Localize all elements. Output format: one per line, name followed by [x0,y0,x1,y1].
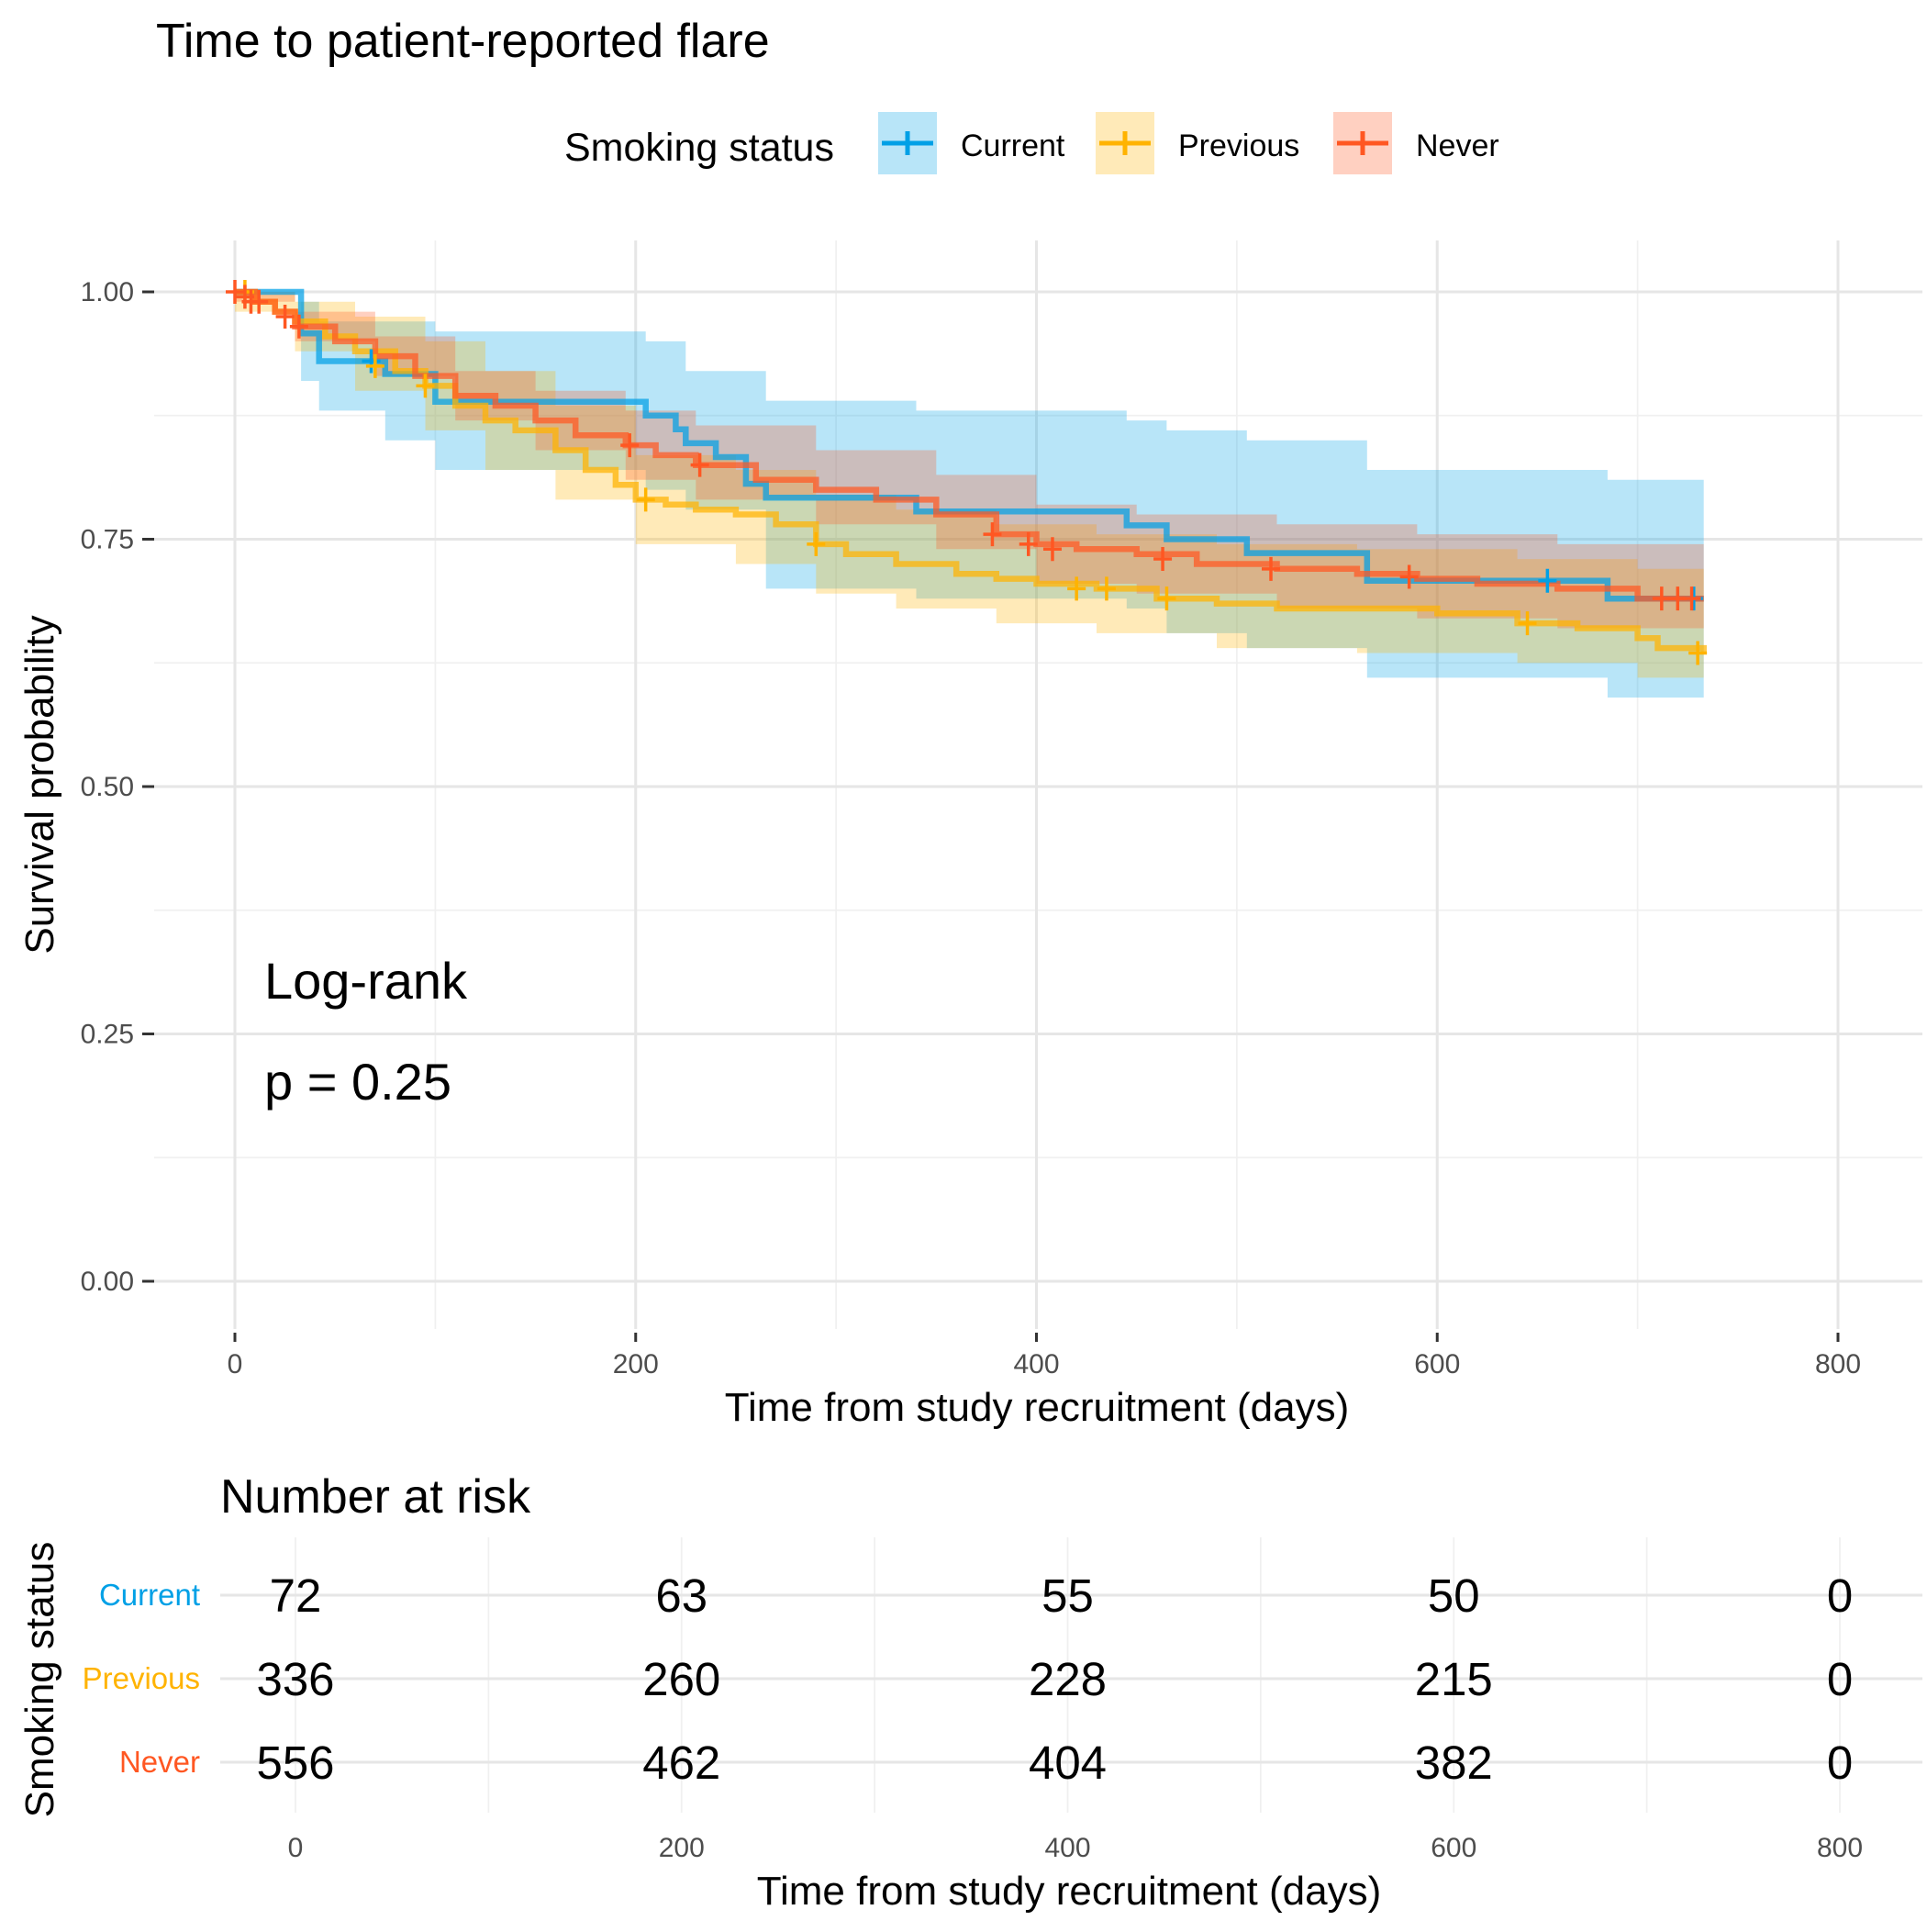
risk-value-previous: 228 [1029,1653,1107,1705]
risk-value-never: 382 [1415,1737,1493,1789]
risk-x-tick-label: 0 [288,1833,304,1863]
main-axes: 0 200 400 600 800 0.00 0.25 0.50 0.75 1.00 [81,277,1861,1379]
x-tick-label: 600 [1414,1349,1460,1379]
pvalue-label: p = 0.25 [264,1053,451,1111]
curve-never [235,288,1704,602]
censor-mark-never [226,280,244,304]
censor-mark-previous [365,353,384,378]
risk-x-tick-label: 400 [1044,1833,1090,1863]
legend-key-line [1337,131,1388,155]
censor-mark-never [1399,564,1419,589]
risk-x-tick-label: 800 [1817,1833,1863,1863]
censor-mark-never [620,433,640,458]
legend-key-line [882,131,933,155]
risk-value-previous: 215 [1415,1653,1493,1705]
censor-mark-never [690,452,709,477]
legend-label: Never [1416,128,1499,163]
ribbon-previous [235,292,1704,698]
censor-mark-previous [1688,641,1708,665]
y-tick-label: 0.00 [81,1267,134,1297]
legend-label: Current [961,128,1065,163]
x-tick-label: 0 [228,1349,243,1379]
risk-group-label-previous: Previous [83,1661,200,1695]
risk-y-axis-title: Smoking status [17,1542,62,1818]
confidence-bands [235,292,1704,698]
risk-value-previous: 260 [642,1653,720,1705]
legend: Smoking status Current Previous Never [564,112,1499,174]
legend-item-previous: Previous [1096,112,1299,174]
censor-mark-never [1262,556,1280,581]
risk-value-never: 462 [642,1737,720,1789]
main-plot: 0 200 400 600 800 0.00 0.25 0.50 0.75 1.00 [81,240,1922,1379]
risk-value-current: 55 [1041,1569,1094,1622]
risk-value-previous: 0 [1827,1653,1853,1705]
y-tick-label: 0.75 [81,525,134,555]
censor-mark-never [1682,586,1701,611]
chart-title: Time to patient-reported flare [156,15,770,68]
risk-cells: Current 72 63 55 50 0 Previous 336 260 228 215 0 Nev… [83,1569,1854,1789]
censor-mark-never [250,289,269,314]
legend-title: Smoking status [564,126,834,170]
risk-x-tick-label: 600 [1431,1833,1476,1863]
legend-label: Previous [1178,128,1299,163]
risk-value-never: 556 [256,1737,334,1789]
censor-mark-never [1019,531,1038,556]
curve-previous [235,288,1707,653]
risk-group-label-current: Current [99,1578,200,1612]
censor-mark-previous [807,531,826,556]
risk-table: Number at risk 0 200 400 600 800 Current 72 63… [17,1470,1922,1914]
risk-x-axis-title: Time from study recruitment (days) [757,1869,1382,1914]
censor-mark-never [289,314,308,339]
censor-mark-previous [636,487,655,512]
risk-value-previous: 336 [256,1653,334,1705]
censor-marks [226,280,1708,665]
x-axis-title: Time from study recruitment (days) [725,1385,1350,1430]
censor-mark-never [275,304,295,329]
risk-grid: 0 200 400 600 800 [220,1537,1922,1863]
censor-mark-never [1153,547,1173,572]
censor-mark-previous [1067,576,1086,601]
censor-mark-current [1538,568,1557,593]
legend-key-line [1099,131,1151,155]
risk-value-current: 50 [1428,1569,1480,1622]
main-grid [154,240,1922,1329]
censor-mark-previous [1097,576,1116,601]
y-tick-label: 0.25 [81,1020,134,1050]
legend-item-current: Current [878,112,1065,174]
x-tick-label: 200 [613,1349,659,1379]
legend-item-never: Never [1333,112,1499,174]
ribbon-current [235,292,1704,698]
risk-value-current: 63 [655,1569,707,1622]
risk-value-current: 0 [1827,1569,1853,1622]
censor-mark-previous [1157,586,1176,611]
censor-mark-never [1652,586,1671,611]
risk-value-current: 72 [270,1569,322,1622]
y-axis-title: Survival probability [17,615,62,954]
censor-mark-previous [1518,611,1537,636]
censor-mark-previous [416,374,435,398]
censor-mark-current [362,349,381,374]
y-tick-label: 1.00 [81,277,134,307]
risk-value-never: 404 [1029,1737,1107,1789]
risk-value-never: 0 [1827,1737,1853,1789]
logrank-label: Log-rank [264,952,468,1010]
risk-group-label-never: Never [119,1745,200,1779]
y-tick-label: 0.50 [81,772,134,802]
x-tick-label: 400 [1013,1349,1059,1379]
risk-table-title: Number at risk [220,1470,531,1524]
censor-mark-never [983,522,1002,547]
risk-x-tick-label: 200 [659,1833,705,1863]
censor-mark-never [1042,537,1062,562]
x-tick-label: 800 [1815,1349,1861,1379]
